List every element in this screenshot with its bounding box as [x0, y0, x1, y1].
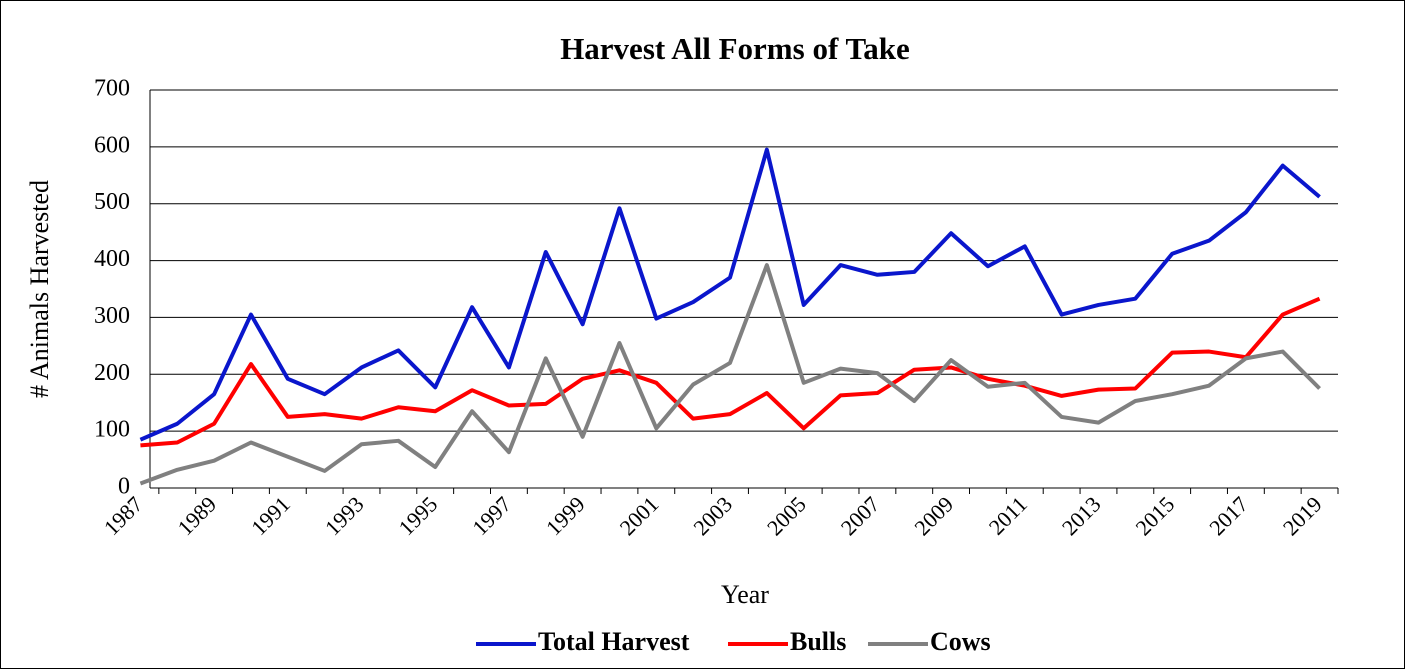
- y-tick-label: 400: [94, 246, 130, 272]
- series-line: [139, 263, 1321, 486]
- series-line: [140, 296, 1321, 448]
- y-tick-label: 600: [94, 132, 130, 158]
- x-axis-label: Year: [721, 580, 769, 609]
- y-tick-label: 300: [94, 303, 130, 329]
- legend-label: Cows: [930, 627, 991, 656]
- legend-label: Total Harvest: [538, 627, 690, 656]
- y-axis-label: # Animals Harvested: [25, 180, 54, 398]
- chart-title: Harvest All Forms of Take: [560, 31, 910, 66]
- series-line: [139, 147, 1321, 442]
- y-tick-label: 0: [118, 474, 130, 500]
- y-tick-label: 100: [94, 417, 130, 443]
- legend-label: Bulls: [790, 627, 846, 656]
- y-tick-label: 700: [94, 76, 130, 102]
- y-tick-label: 200: [94, 360, 130, 386]
- y-tick-label: 500: [94, 189, 130, 215]
